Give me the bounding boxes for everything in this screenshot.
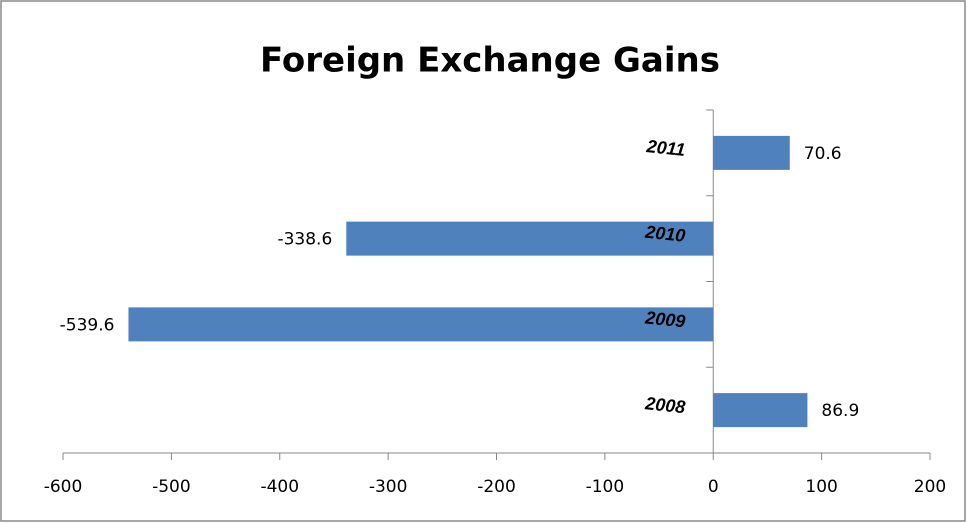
bar <box>713 135 790 170</box>
value-label: 86.9 <box>821 401 859 421</box>
category-label: 2010 <box>643 222 686 246</box>
bar <box>713 393 808 428</box>
x-tick-label: -600 <box>44 477 83 497</box>
value-label: -539.6 <box>60 315 115 335</box>
category-label: 2008 <box>643 393 686 417</box>
x-tick-label: 200 <box>914 477 946 497</box>
value-label: -338.6 <box>277 230 332 250</box>
chart-title: Foreign Exchange Gains <box>260 41 720 81</box>
x-tick-label: -300 <box>369 477 408 497</box>
x-tick-label: -500 <box>152 477 191 497</box>
x-tick-label: -100 <box>586 477 625 497</box>
x-tick-label: 0 <box>708 477 719 497</box>
x-tick-label: -400 <box>260 477 299 497</box>
category-label: 2011 <box>645 136 687 160</box>
value-label: 70.6 <box>804 144 842 164</box>
bar <box>346 221 714 256</box>
category-label: 2009 <box>643 307 686 331</box>
bar <box>128 307 714 342</box>
x-tick-label: 100 <box>805 477 837 497</box>
x-tick-label: -200 <box>477 477 516 497</box>
